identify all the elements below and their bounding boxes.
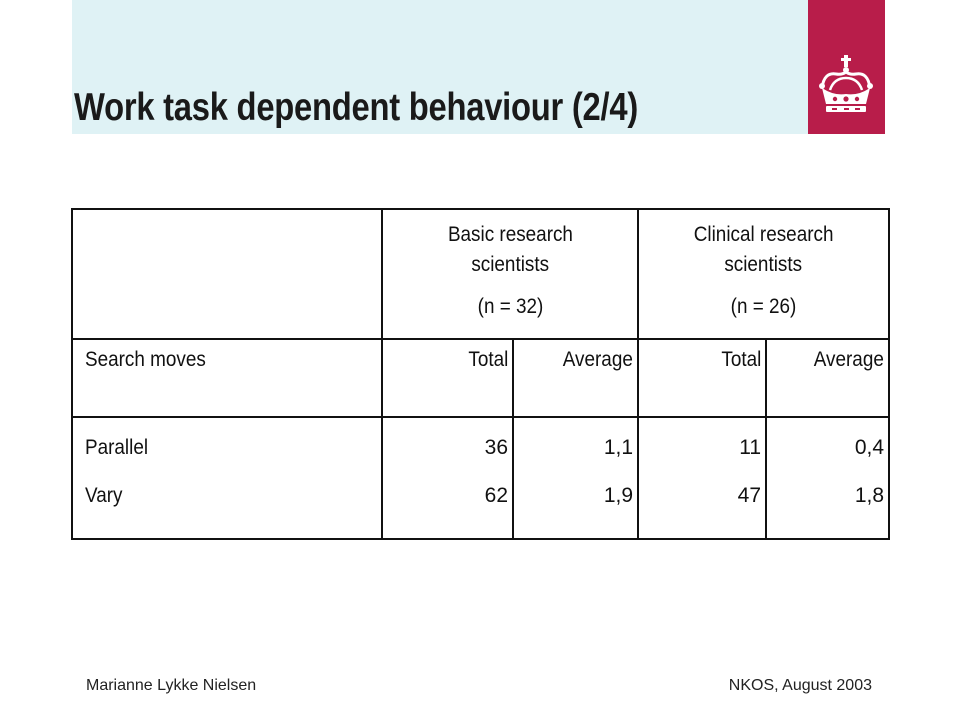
clinical-header-line2: scientists [724,253,803,276]
clinical-total-label: Total [721,348,762,371]
clinical-average-label: Average [813,348,885,371]
basic-header-line2: scientists [471,253,549,276]
table-cell: 36 [484,436,508,459]
footer-author: Marianne Lykke Nielsen [86,677,257,694]
clinical-average-header: Average [765,338,891,418]
search-moves-label-cell: Search moves [71,338,383,418]
basic-average-label: Average [562,348,634,371]
basic-total-label: Total [468,348,508,371]
clinical-header-n: (n = 26) [730,295,797,318]
clinical-total-values: 11 47 [637,416,768,540]
basic-average-header: Average [511,338,640,418]
row-label: Parallel [85,436,149,459]
clinical-total-header: Total [637,338,768,418]
logo-panel [808,0,885,134]
clinical-average-values: 0,4 1,8 [765,416,891,540]
table-cell: 47 [737,484,762,507]
basic-total-header: Total [381,338,514,418]
table-cell: 62 [484,484,508,507]
table-header-row: Basic research scientists (n = 32) Clini… [71,208,891,340]
search-moves-table: Basic research scientists (n = 32) Clini… [71,208,891,540]
basic-total-values: 36 62 [381,416,514,540]
row-labels-cell: Parallel Vary [71,416,383,540]
basic-average-values: 1,1 1,9 [511,416,640,540]
table-subheader-row: Search moves Total Average Total Average [71,338,891,418]
table-cell: 0,4 [854,436,885,459]
crown-icon [819,55,873,112]
table-body-row: Parallel Vary 36 62 1,1 1,9 11 47 0,4 1,… [71,416,891,540]
basic-research-header: Basic research scientists (n = 32) [380,208,640,340]
footer-event: NKOS, August 2003 [728,677,872,694]
row-label: Vary [85,484,123,507]
table-cell: 1,9 [603,484,634,507]
table-cell: 11 [739,436,762,459]
slide-title: Work task dependent behaviour (2/4) [74,86,639,129]
clinical-research-header: Clinical research scientists (n = 26) [637,208,891,340]
basic-header-line1: Basic research [447,223,573,246]
empty-corner-cell [71,208,383,340]
basic-header-n: (n = 32) [477,295,543,318]
header-band [72,0,808,134]
table-cell: 1,8 [854,484,885,507]
table-cell: 1,1 [603,436,634,459]
clinical-header-line1: Clinical research [693,223,834,246]
search-moves-label: Search moves [85,348,206,371]
